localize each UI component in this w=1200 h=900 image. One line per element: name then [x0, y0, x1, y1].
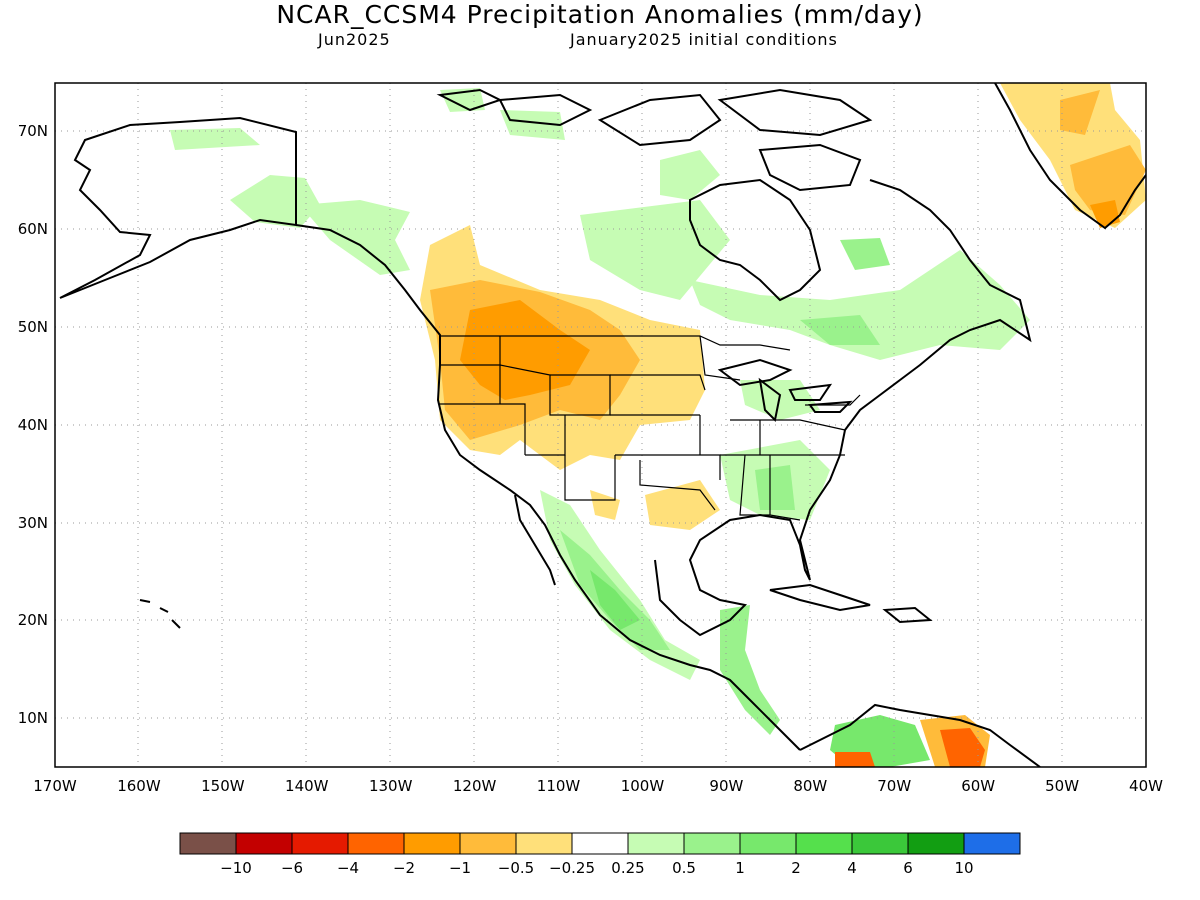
- colorbar-swatch-5: [459, 832, 517, 855]
- map-title: NCAR_CCSM4 Precipitation Anomalies (mm/d…: [276, 0, 924, 29]
- colorbar-label-8: 0.5: [672, 859, 696, 877]
- colorbar-swatch-9: [683, 832, 741, 855]
- texas-dry-anomaly: [590, 480, 720, 530]
- colorbar-label-9: 1: [735, 859, 745, 877]
- latitude-labels: 70N 60N 50N 40N 30N 20N 10N: [18, 122, 48, 727]
- colorbar-label-2: −4: [337, 859, 359, 877]
- longitude-label-120W: 120W: [453, 777, 497, 795]
- latitude-label-70N: 70N: [18, 122, 48, 140]
- longitude-label-80W: 80W: [793, 777, 827, 795]
- colorbar-swatch-12: [851, 832, 909, 855]
- longitude-label-130W: 130W: [369, 777, 413, 795]
- colorbar-swatch-7: [571, 832, 629, 855]
- latitude-label-10N: 10N: [18, 709, 48, 727]
- anomaly-shading: [170, 83, 1146, 767]
- longitude-labels: 170W 160W 150W 140W 130W 120W 110W 100W 90W 80W 70…: [33, 777, 1163, 795]
- latitude-label-20N: 20N: [18, 611, 48, 629]
- colorbar-label-11: 4: [847, 859, 857, 877]
- latitude-label-50N: 50N: [18, 318, 48, 336]
- colorbar-swatch-0: [179, 832, 237, 855]
- colorbar-swatch-4: [403, 832, 461, 855]
- colorbar-swatch-14: [963, 832, 1021, 855]
- quebec-wet-anomaly: [690, 250, 1030, 360]
- initial-conditions-label: January2025 initial conditions: [570, 30, 838, 49]
- labrador-wet-anomaly: [800, 238, 890, 345]
- central-america-wet-anomaly: [720, 605, 780, 735]
- colorbar-label-0: −10: [220, 859, 252, 877]
- colorbar-label-5: −0.5: [498, 859, 534, 877]
- southeast-wet-anomaly: [720, 380, 830, 520]
- mexico-wet-anomaly: [540, 490, 700, 680]
- colorbar-labels: −10 −6 −4 −2 −1 −0.5 −0.25 0.25 0.5 1 2 4 6 10: [220, 859, 973, 877]
- colorbar: [179, 832, 1021, 855]
- colorbar-label-3: −2: [393, 859, 415, 877]
- greenland-dry-anomaly-strong: [1060, 90, 1146, 215]
- colorbar-label-13: 10: [954, 859, 973, 877]
- longitude-label-170W: 170W: [33, 777, 77, 795]
- political-boundaries: [295, 132, 861, 521]
- longitude-label-50W: 50W: [1045, 777, 1079, 795]
- forecast-month: Jun2025: [318, 30, 391, 49]
- venezuela-dry-anomaly-strong: [835, 728, 985, 767]
- colorbar-swatch-1: [235, 832, 293, 855]
- southeast-wet-anomaly-strong: [755, 465, 795, 510]
- longitude-label-160W: 160W: [117, 777, 161, 795]
- latitude-label-60N: 60N: [18, 220, 48, 238]
- colorbar-swatch-10: [739, 832, 797, 855]
- colorbar-label-6: −0.25: [549, 859, 595, 877]
- colorbar-label-1: −6: [281, 859, 303, 877]
- latitude-label-30N: 30N: [18, 514, 48, 532]
- colorbar-swatch-6: [515, 832, 573, 855]
- alaska-wet-anomaly: [230, 175, 320, 228]
- coastlines: [59, 83, 1146, 767]
- colorbar-label-10: 2: [791, 859, 801, 877]
- colorbar-swatch-13: [907, 832, 965, 855]
- arctic-wet-anomaly: [170, 88, 565, 150]
- hudson-wet-anomaly: [580, 150, 730, 300]
- colorbar-swatch-11: [795, 832, 853, 855]
- colorbar-swatch-3: [347, 832, 405, 855]
- longitude-label-90W: 90W: [709, 777, 743, 795]
- mexico-wet-anomaly-core: [590, 570, 640, 630]
- colorbar-label-12: 6: [903, 859, 913, 877]
- longitude-label-110W: 110W: [537, 777, 581, 795]
- longitude-label-70W: 70W: [877, 777, 911, 795]
- colorbar-swatch-2: [291, 832, 349, 855]
- longitude-label-150W: 150W: [201, 777, 245, 795]
- latitude-label-40N: 40N: [18, 416, 48, 434]
- longitude-label-40W: 40W: [1129, 777, 1163, 795]
- yukon-wet-anomaly: [300, 200, 410, 275]
- colorbar-swatch-8: [627, 832, 685, 855]
- colorbar-label-7: 0.25: [611, 859, 644, 877]
- longitude-label-100W: 100W: [621, 777, 665, 795]
- longitude-label-140W: 140W: [285, 777, 329, 795]
- map-frame: [54, 82, 1147, 768]
- graticule: [55, 83, 1146, 767]
- longitude-label-60W: 60W: [961, 777, 995, 795]
- colorbar-label-4: −1: [449, 859, 471, 877]
